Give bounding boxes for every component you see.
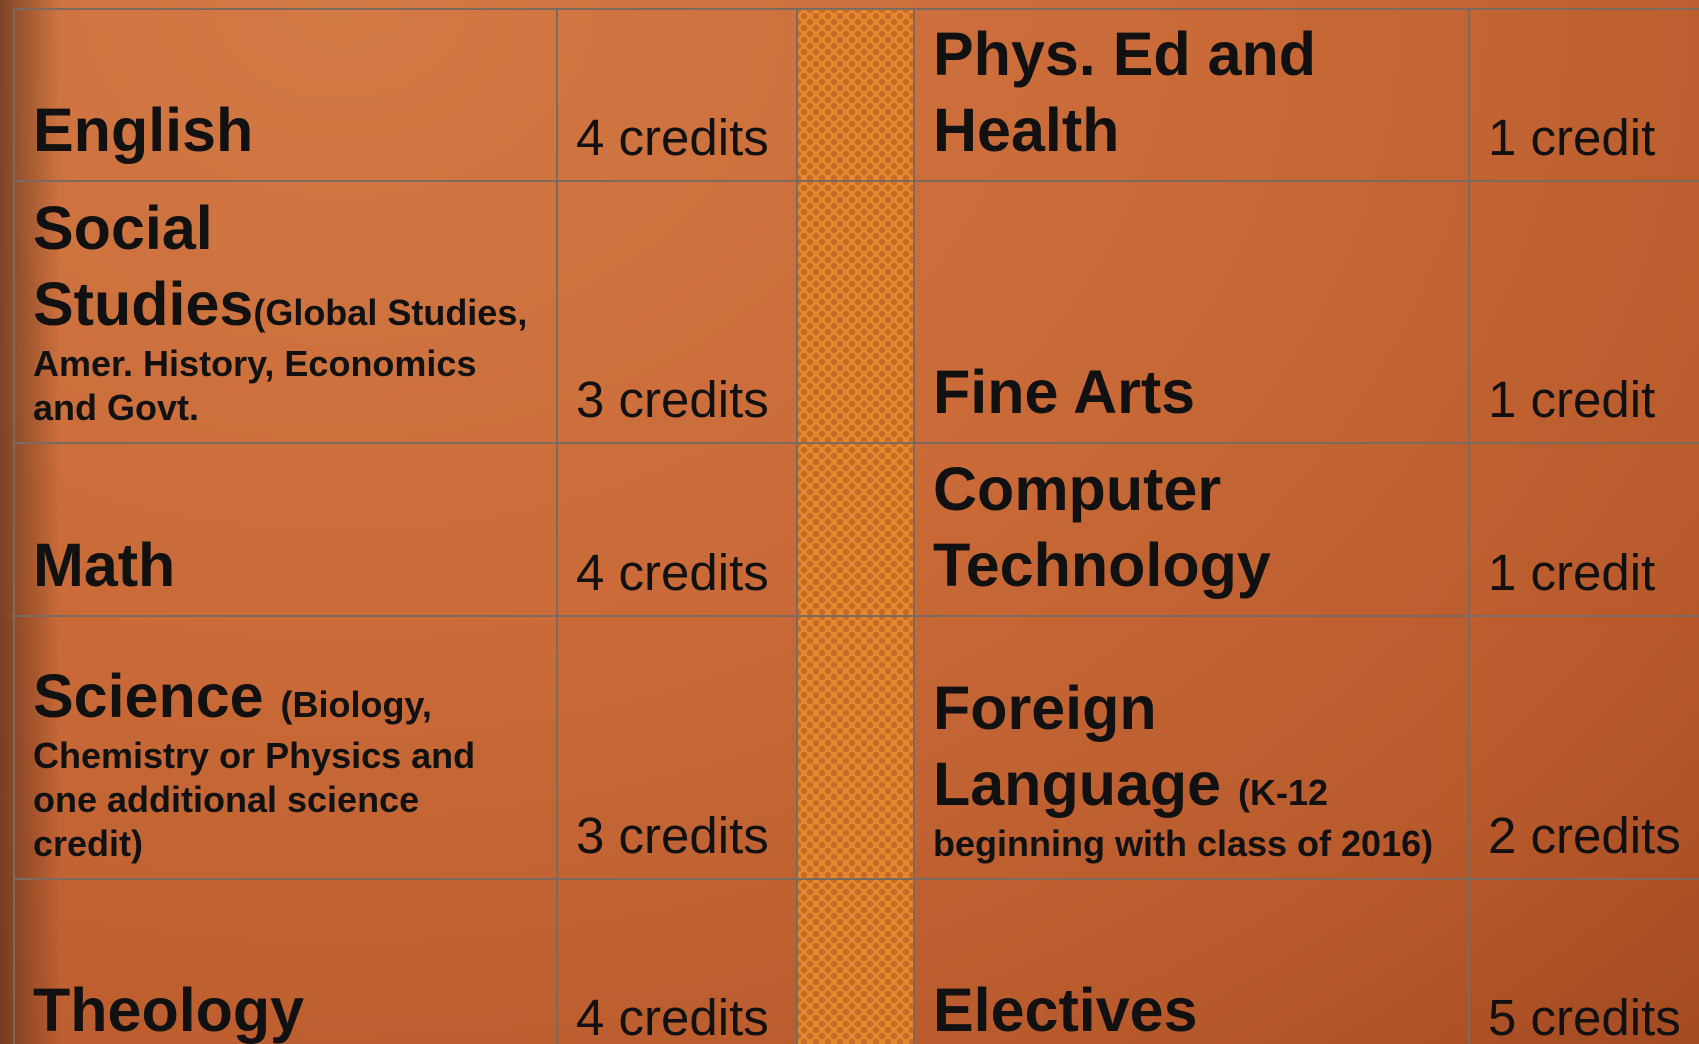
- subject-cell: Social Studies(Global Studies, Amer. His…: [13, 180, 558, 444]
- subject: English: [33, 96, 254, 164]
- subject-cell: Theology: [13, 878, 558, 1044]
- credits: 4 credits: [576, 109, 769, 166]
- subject-text: Social Studies(Global Studies, Amer. His…: [33, 190, 538, 430]
- subject: Foreign Language: [933, 674, 1239, 818]
- subject-text: Computer Technology: [933, 451, 1450, 603]
- subject: Science: [33, 662, 281, 730]
- credits: 1 credit: [1488, 544, 1656, 601]
- credits: 1 credit: [1488, 371, 1656, 428]
- subject-cell: Foreign Language (K-12 beginning with cl…: [913, 615, 1470, 880]
- pattern-cell: [796, 442, 915, 617]
- credits: 4 credits: [576, 544, 769, 601]
- subject-note: (Biology, Chemistry or Physics and one a…: [33, 684, 476, 864]
- subject-text: English: [33, 92, 538, 168]
- subject-text: Math: [33, 527, 538, 603]
- subject-text: Science (Biology, Chemistry or Physics a…: [33, 658, 538, 866]
- credits: 2 credits: [1488, 807, 1681, 864]
- credits: 4 credits: [576, 989, 769, 1044]
- subject: Computer Technology: [933, 455, 1271, 599]
- subject-note: (K-12 beginning with class of 2016): [933, 772, 1434, 864]
- credits-cell: 3 credits: [556, 180, 798, 444]
- subject-text: Phys. Ed and Health: [933, 16, 1450, 168]
- credits: 3 credits: [576, 371, 769, 428]
- subject: Electives: [933, 976, 1198, 1044]
- subject-cell: Computer Technology: [913, 442, 1470, 617]
- credits-cell: 1 credit: [1468, 8, 1699, 182]
- credits-cell: 4 credits: [556, 878, 798, 1044]
- pattern-cell: [796, 180, 915, 444]
- subject: Fine Arts: [933, 358, 1196, 426]
- credits-cell: 4 credits: [556, 442, 798, 617]
- pattern-cell: [796, 615, 915, 880]
- pattern-cell: [796, 8, 915, 182]
- subject-cell: Math: [13, 442, 558, 617]
- subject-text: Electives: [933, 972, 1450, 1044]
- subject-text: Fine Arts: [933, 354, 1450, 430]
- subject-cell: Science (Biology, Chemistry or Physics a…: [13, 615, 558, 880]
- credits: 5 credits: [1488, 989, 1681, 1044]
- credits-cell: 1 credit: [1468, 180, 1699, 444]
- subject-text: Theology: [33, 972, 538, 1044]
- credits-cell: 1 credit: [1468, 442, 1699, 617]
- subject-text: Foreign Language (K-12 beginning with cl…: [933, 670, 1450, 866]
- subject-note: (Global Studies, Amer. History, Economic…: [33, 292, 528, 428]
- subject: Math: [33, 531, 176, 599]
- subject-cell: English: [13, 8, 558, 182]
- credits-cell: 4 credits: [556, 8, 798, 182]
- credits-cell: 3 credits: [556, 615, 798, 880]
- subject-cell: Phys. Ed and Health: [913, 8, 1470, 182]
- subject-cell: Fine Arts: [913, 180, 1470, 444]
- subject: Social Studies: [33, 194, 254, 338]
- credits: 3 credits: [576, 807, 769, 864]
- credits-cell: 2 credits: [1468, 615, 1699, 880]
- credits: 1 credit: [1488, 109, 1656, 166]
- subject-cell: Electives: [913, 878, 1470, 1044]
- subject: Theology: [33, 976, 305, 1044]
- subject: Phys. Ed and Health: [933, 20, 1317, 164]
- credits-cell: 5 credits: [1468, 878, 1699, 1044]
- pattern-cell: [796, 878, 915, 1044]
